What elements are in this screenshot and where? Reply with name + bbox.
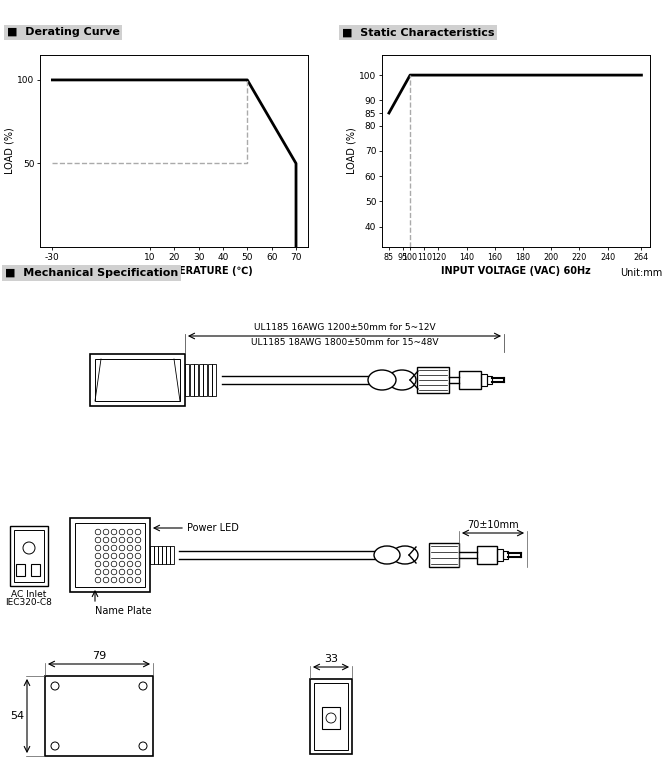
Bar <box>45 676 153 756</box>
Bar <box>497 549 503 561</box>
Bar <box>14 530 44 582</box>
Bar <box>477 546 497 564</box>
Bar <box>10 526 48 586</box>
Bar <box>208 364 212 396</box>
Bar <box>417 367 449 393</box>
Ellipse shape <box>388 370 416 390</box>
Text: 33: 33 <box>324 654 338 664</box>
Ellipse shape <box>368 370 396 390</box>
Text: IEC320-C8: IEC320-C8 <box>5 598 52 607</box>
Y-axis label: LOAD (%): LOAD (%) <box>5 128 15 174</box>
Bar <box>314 683 348 750</box>
Bar <box>481 374 487 386</box>
Bar <box>154 546 157 564</box>
Ellipse shape <box>392 546 418 564</box>
X-axis label: AMBIENT TEMPERATURE (℃): AMBIENT TEMPERATURE (℃) <box>96 266 253 276</box>
Bar <box>487 376 492 384</box>
Bar <box>158 546 161 564</box>
Bar <box>212 364 216 396</box>
Bar <box>322 707 340 729</box>
Bar <box>190 364 194 396</box>
Text: ■  Static Characteristics: ■ Static Characteristics <box>342 27 494 38</box>
Bar <box>429 543 459 567</box>
Bar <box>310 679 352 754</box>
Bar <box>459 371 481 389</box>
Text: Unit:mm: Unit:mm <box>620 268 662 278</box>
Bar <box>90 354 185 406</box>
Text: ■  Mechanical Specification: ■ Mechanical Specification <box>5 268 178 278</box>
Text: Name Plate: Name Plate <box>95 606 151 616</box>
Bar <box>16 564 25 576</box>
Bar <box>198 364 202 396</box>
Bar <box>162 546 165 564</box>
Text: AC Inlet: AC Inlet <box>11 590 47 599</box>
Bar <box>75 523 145 587</box>
Bar <box>185 364 189 396</box>
Ellipse shape <box>374 546 400 564</box>
Bar <box>166 546 170 564</box>
Y-axis label: LOAD (%): LOAD (%) <box>346 128 356 174</box>
Text: UL1185 16AWG 1200±50mm for 5~12V: UL1185 16AWG 1200±50mm for 5~12V <box>254 323 436 332</box>
Text: 54: 54 <box>10 711 24 721</box>
Bar <box>95 359 180 401</box>
Text: ■  Derating Curve: ■ Derating Curve <box>7 27 119 38</box>
Text: Power LED: Power LED <box>187 523 239 533</box>
X-axis label: INPUT VOLTAGE (VAC) 60Hz: INPUT VOLTAGE (VAC) 60Hz <box>441 266 591 276</box>
Bar <box>150 546 153 564</box>
Bar <box>203 364 207 396</box>
Text: 79: 79 <box>92 651 106 661</box>
Bar <box>503 551 508 559</box>
Text: UL1185 18AWG 1800±50mm for 15~48V: UL1185 18AWG 1800±50mm for 15~48V <box>251 338 438 347</box>
Bar <box>31 564 40 576</box>
Text: 70±10mm: 70±10mm <box>467 520 519 530</box>
Bar <box>170 546 174 564</box>
Bar <box>194 364 198 396</box>
Bar <box>70 518 150 592</box>
